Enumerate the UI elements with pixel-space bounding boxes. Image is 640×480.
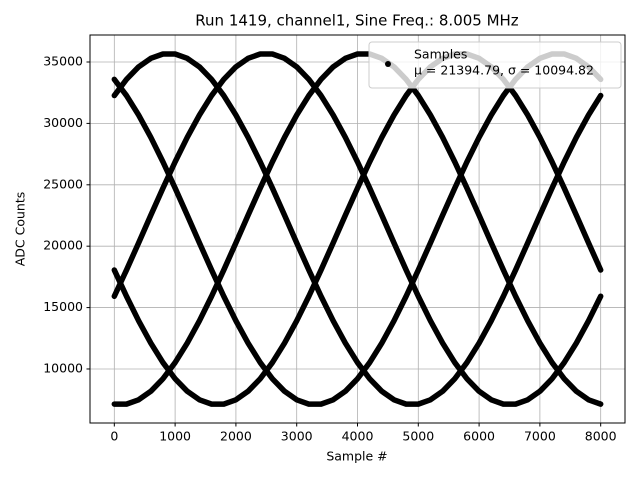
x-tick-label: 5000 [402, 429, 434, 444]
y-tick-label: 10000 [43, 360, 83, 375]
y-tick-label: 35000 [43, 54, 83, 69]
legend-stats: μ = 21394.79, σ = 10094.82 [414, 63, 594, 78]
x-tick-label: 3000 [281, 429, 313, 444]
legend-label: Samples [414, 47, 467, 62]
x-tick-label: 2000 [220, 429, 252, 444]
x-tick-label: 1000 [159, 429, 191, 444]
x-tick-label: 8000 [585, 429, 617, 444]
legend-marker [385, 61, 391, 67]
sample-trace [111, 51, 604, 407]
sample-trace [111, 51, 604, 407]
sample-trace [111, 51, 604, 407]
y-tick-label: 20000 [43, 238, 83, 253]
chart-title: Run 1419, channel1, Sine Freq.: 8.005 MH… [195, 12, 519, 30]
x-tick-label: 6000 [463, 429, 495, 444]
x-axis-label: Sample # [326, 449, 387, 464]
y-tick-label: 15000 [43, 299, 83, 314]
x-tick-label: 0 [110, 429, 118, 444]
x-tick-label: 4000 [342, 429, 374, 444]
y-axis-label: ADC Counts [13, 192, 28, 267]
y-tick-label: 25000 [43, 176, 83, 191]
x-tick-label: 7000 [524, 429, 556, 444]
y-tick-label: 30000 [43, 115, 83, 130]
sample-trace [111, 51, 604, 407]
legend-box [368, 41, 622, 89]
plot-area [111, 51, 604, 407]
